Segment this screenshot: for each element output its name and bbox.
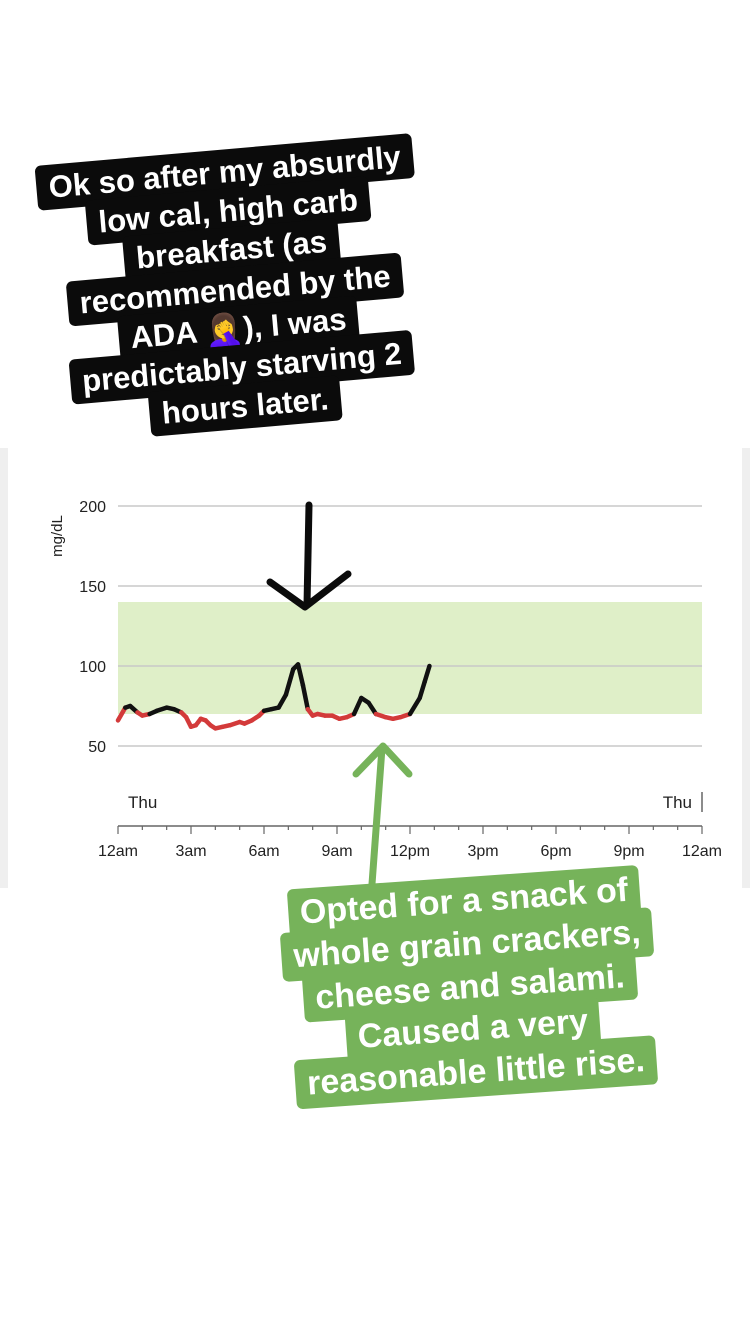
top-annotation: Ok so after my absurdly low cal, high car… — [9, 133, 461, 445]
glucose-segment — [417, 679, 427, 701]
glucose-segment — [283, 666, 296, 698]
black-down-arrow — [266, 501, 352, 611]
glucose-segment — [276, 692, 289, 710]
glucose-segment — [407, 695, 422, 717]
day-label-end: Thu — [663, 793, 692, 812]
green-up-arrow — [352, 742, 413, 888]
x-tick-label-4: 12pm — [390, 843, 430, 860]
y-tick-label-150: 150 — [79, 579, 106, 596]
x-tick-label-6: 6pm — [540, 843, 571, 860]
glucose-segment — [351, 695, 364, 717]
x-tick-label-8: 12am — [682, 843, 722, 860]
x-tick-label-3: 9am — [321, 843, 352, 860]
x-tick-label-5: 3pm — [467, 843, 498, 860]
y-tick-label-50: 50 — [88, 739, 106, 756]
bottom-annotation: Opted for a snack of whole grain crackers… — [218, 863, 722, 1111]
glucose-segment — [422, 663, 432, 685]
panel-left-edge — [0, 448, 8, 888]
y-tick-label-100: 100 — [79, 659, 106, 676]
x-tick-label-1: 3am — [175, 843, 206, 860]
x-tick-label-7: 9pm — [613, 843, 644, 860]
glucose-segment — [295, 662, 306, 688]
target-range-band — [118, 602, 702, 714]
x-tick-label-0: 12am — [98, 843, 138, 860]
y-tick-label-200: 200 — [79, 499, 106, 516]
x-tick-label-2: 6am — [248, 843, 279, 860]
glucose-segment — [115, 705, 128, 723]
y-axis-label: mg/dL — [49, 515, 66, 557]
panel-right-edge — [742, 448, 750, 888]
day-label-start: Thu — [128, 793, 157, 812]
glucose-segment — [300, 682, 311, 712]
